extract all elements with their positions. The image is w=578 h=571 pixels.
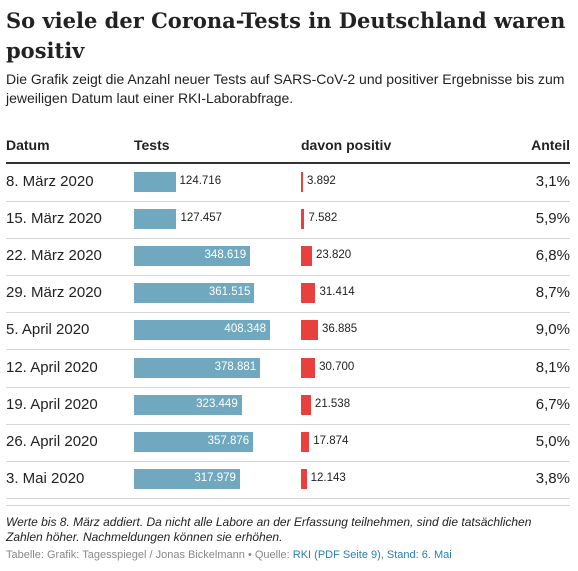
- positive-bar: [301, 172, 303, 192]
- footer-divider: [6, 505, 570, 506]
- row-share: 9,0%: [535, 321, 570, 339]
- table-row: 29. März 2020 361.515 31.414 8,7%: [6, 275, 570, 314]
- table-row: 19. April 2020 323.449 21.538 6,7%: [6, 387, 570, 425]
- tests-value: 124.716: [179, 175, 222, 187]
- row-date: 26. April 2020: [6, 432, 98, 450]
- row-date: 29. März 2020: [6, 284, 102, 302]
- row-date: 5. April 2020: [6, 321, 90, 339]
- header-tests: Tests: [134, 137, 170, 153]
- tests-bar: [134, 283, 255, 304]
- row-share: 3,8%: [535, 469, 570, 487]
- tests-value: 317.979: [194, 471, 236, 484]
- tests-bar: [134, 394, 242, 415]
- row-date: 8. März 2020: [6, 173, 94, 190]
- row-share: 8,1%: [535, 358, 570, 376]
- row-share: 5,0%: [535, 432, 570, 450]
- positive-bar: [301, 283, 316, 304]
- row-share: 3,1%: [535, 173, 570, 190]
- tests-value: 323.449: [196, 397, 238, 410]
- row-date: 12. April 2020: [6, 358, 98, 376]
- source-link[interactable]: RKI (PDF Seite 9), Stand: 6. Mai: [292, 549, 452, 561]
- positive-value: 30.700: [319, 360, 355, 373]
- positive-value: 17.874: [313, 434, 349, 447]
- source-label: Quelle:: [254, 549, 290, 561]
- positive-bar: [301, 209, 305, 230]
- tests-bar: [134, 468, 240, 489]
- row-share: 6,8%: [535, 247, 570, 265]
- source-separator: •: [247, 549, 252, 561]
- positive-value: 12.143: [310, 471, 346, 484]
- positive-bar: [301, 394, 311, 415]
- table-row: 8. März 2020 124.716 3.892 3,1%: [6, 164, 570, 202]
- row-date: 22. März 2020: [6, 247, 102, 265]
- chart-description: Die Grafik zeigt die Anzahl neuer Tests …: [6, 71, 565, 106]
- header-share: Anteil: [531, 137, 570, 153]
- tests-value: 408.348: [224, 323, 266, 336]
- positive-bar: [301, 320, 318, 341]
- tests-value: 361.515: [208, 286, 251, 299]
- tests-bar: [134, 320, 270, 341]
- tests-bar: [134, 246, 251, 267]
- row-date: 3. Mai 2020: [6, 469, 85, 487]
- positive-value: 3.892: [307, 175, 336, 187]
- tests-value: 127.457: [180, 212, 223, 225]
- row-share: 6,7%: [535, 395, 570, 413]
- table-row: 3. Mai 2020 317.979 12.143 3,8%: [6, 461, 570, 499]
- positive-value: 21.538: [314, 397, 351, 410]
- source-line: Tabelle: Grafik: Tagesspiegel / Jonas Bi…: [6, 549, 452, 561]
- tests-bar: [134, 357, 261, 378]
- table-row: 12. April 2020 378.881 30.700 8,1%: [6, 350, 570, 388]
- chart-title: So viele der Corona-Tests in Deutschland…: [6, 8, 566, 63]
- tests-bar: [134, 431, 254, 452]
- row-date: 19. April 2020: [6, 395, 98, 413]
- positive-bar: [301, 431, 310, 452]
- source-credit: Tabelle: Grafik: Tagesspiegel / Jonas Bi…: [6, 549, 245, 561]
- positive-value: 31.414: [319, 286, 355, 299]
- positive-bar: [301, 357, 316, 378]
- tests-value: 357.876: [207, 434, 250, 447]
- positive-bar: [301, 468, 307, 489]
- positive-value: 23.820: [315, 249, 352, 262]
- table-row: 15. März 2020 127.457 7.582 5,9%: [6, 201, 570, 240]
- tests-value: 378.881: [214, 360, 257, 373]
- positive-value: 7.582: [308, 212, 338, 225]
- table-row: 22. März 2020 348.619 23.820 6,8%: [6, 238, 570, 277]
- header-divider: [6, 162, 570, 164]
- row-date: 15. März 2020: [6, 210, 102, 228]
- row-share: 8,7%: [535, 284, 570, 302]
- positive-value: 36.885: [322, 323, 358, 336]
- tests-bar: [134, 172, 176, 192]
- header-date: Datum: [6, 137, 50, 153]
- tests-bar: [134, 209, 177, 230]
- table-row: 5. April 2020 408.348 36.885 9,0%: [6, 312, 570, 351]
- table-row: 26. April 2020 357.876 17.874 5,0%: [6, 424, 570, 462]
- footnote: Werte bis 8. März addiert. Da nicht alle…: [6, 515, 532, 544]
- row-share: 5,9%: [535, 210, 570, 228]
- positive-bar: [301, 246, 312, 267]
- header-positive: davon positiv: [301, 137, 392, 153]
- tests-value: 348.619: [204, 249, 247, 262]
